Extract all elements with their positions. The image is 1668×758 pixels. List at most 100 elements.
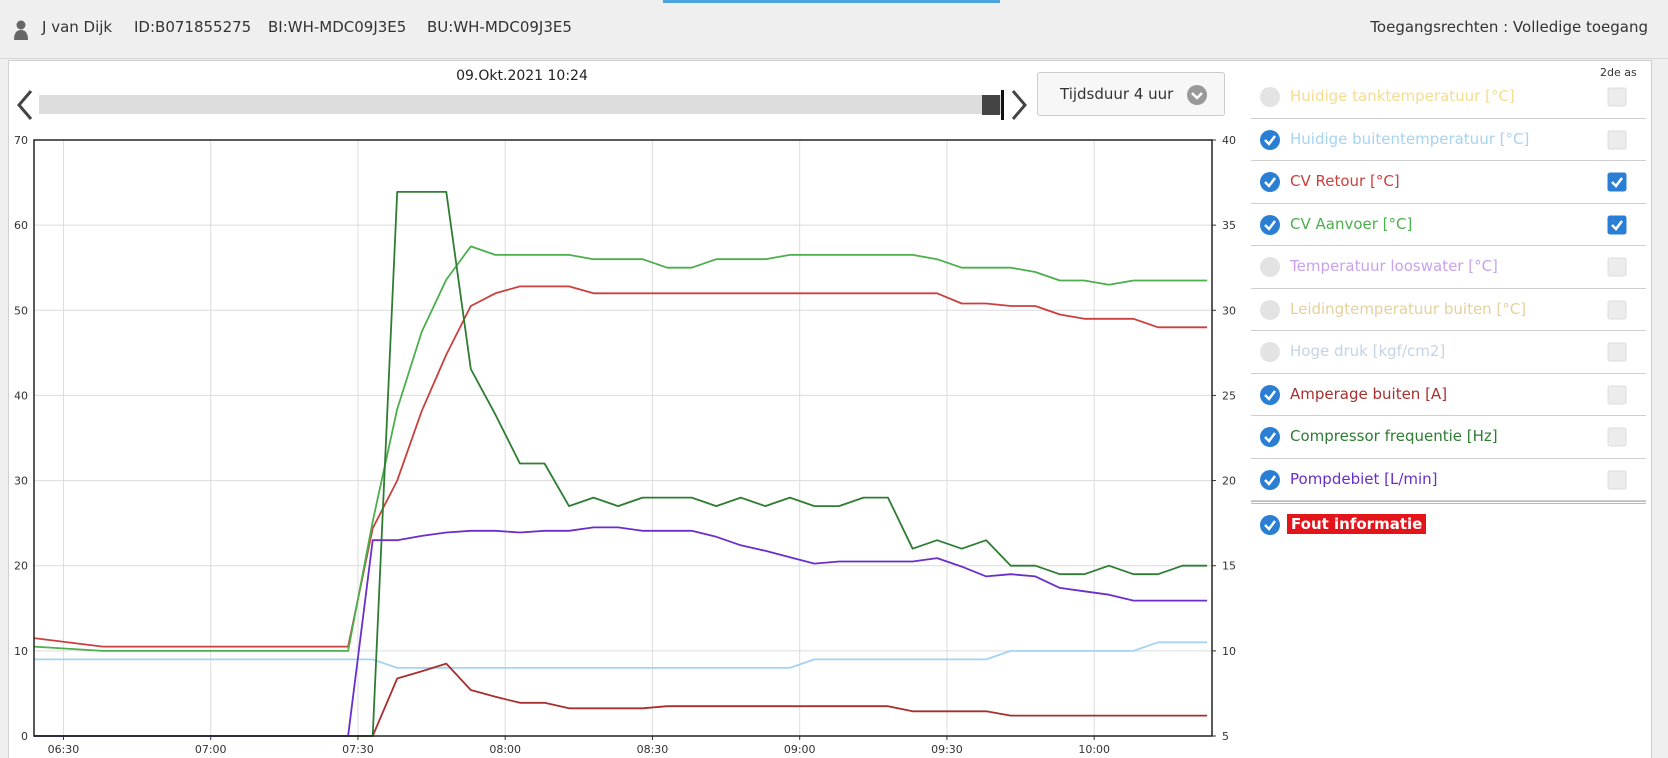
user-name: J van Dijk (42, 18, 113, 36)
checkbox-box (1607, 172, 1627, 192)
dropdown-icon (1187, 85, 1207, 105)
duration-dropdown[interactable]: Tijdsduur 4 uur (1037, 72, 1225, 116)
y2-tick-label: 40 (1222, 134, 1236, 147)
icon-circle (1260, 257, 1280, 277)
checkbox-box (1607, 87, 1627, 107)
checkbox-box (1607, 300, 1627, 319)
legend-label: Pompdebiet [L/min] (1290, 469, 1438, 488)
unchecked-icon[interactable] (1259, 299, 1281, 321)
icon-circle (1260, 469, 1280, 490)
duration-label: Tijdsduur 4 uur (1060, 85, 1174, 103)
second-axis-checkbox[interactable] (1607, 87, 1627, 107)
second-axis-checkbox[interactable] (1607, 172, 1627, 192)
x-tick-label: 06:30 (48, 743, 80, 756)
second-axis-header: 2de as (1600, 66, 1637, 79)
icon-circle (1260, 87, 1280, 107)
y2-tick-label: 20 (1222, 475, 1236, 488)
second-axis-checkbox[interactable] (1607, 342, 1627, 362)
legend-item[interactable]: Huidige buitentemperatuur [°C] (1251, 119, 1646, 161)
legend-label: Leidingtemperatuur buiten [°C] (1290, 299, 1527, 318)
series-line (34, 526, 1208, 737)
legend-label: CV Aanvoer [°C] (1290, 214, 1413, 233)
y-tick-label: 10 (14, 645, 28, 658)
plot-area (34, 140, 1212, 736)
slider-end (1001, 90, 1004, 120)
legend-item[interactable]: Leidingtemperatuur buiten [°C] (1251, 289, 1646, 331)
icon-check (1264, 177, 1276, 188)
legend-item[interactable]: CV Aanvoer [°C] (1251, 204, 1646, 246)
x-tick-label: 08:30 (637, 743, 669, 756)
legend-item[interactable]: Compressor frequentie [Hz] (1251, 416, 1646, 459)
icon-circle (1260, 384, 1280, 405)
legend-item[interactable]: Hoge druk [kgf/cm2] (1251, 331, 1646, 374)
icon-check (1264, 520, 1276, 531)
y2-tick-label: 5 (1222, 730, 1229, 743)
checked-icon[interactable] (1259, 514, 1281, 536)
chart: 0 10 20 30 40 50 60 70 5 10 15 20 25 30 35 40 06:30 07:00… (14, 134, 1236, 756)
checkbox-box (1607, 130, 1627, 149)
icon-circle (1260, 299, 1280, 320)
slider-handle[interactable] (982, 95, 1000, 115)
second-axis-checkbox[interactable] (1607, 385, 1627, 405)
legend-label: Amperage buiten [A] (1290, 384, 1448, 403)
indoor-unit: BI:WH-MDC09J3E5 (268, 18, 407, 36)
outdoor-unit: BU:WH-MDC09J3E5 (427, 18, 572, 36)
unchecked-icon[interactable] (1259, 341, 1281, 363)
y-tick-label: 50 (14, 304, 28, 317)
unchecked-icon[interactable] (1259, 256, 1281, 278)
checkbox-check (1611, 177, 1623, 188)
legend-item[interactable]: Huidige tanktemperatuur [°C] (1251, 76, 1646, 119)
icon-circle (1260, 515, 1280, 535)
x-tick-label: 10:00 (1078, 743, 1110, 756)
series-line (34, 662, 1208, 737)
legend-label: Hoge druk [kgf/cm2] (1290, 342, 1446, 360)
legend-item[interactable]: CV Retour [°C] (1251, 161, 1646, 204)
unchecked-icon[interactable] (1259, 86, 1281, 108)
icon-check (1264, 474, 1276, 486)
user-icon (14, 20, 28, 40)
legend-label: Compressor frequentie [Hz] (1290, 427, 1498, 445)
y2-tick-label: 35 (1222, 219, 1236, 232)
checked-icon[interactable] (1259, 214, 1281, 236)
fault-item[interactable]: Fout informatie (1251, 501, 1646, 545)
second-axis-checkbox[interactable] (1607, 215, 1627, 235)
y2-tick-label: 10 (1222, 645, 1236, 658)
legend: Huidige tanktemperatuur [°C] Huidige buit… (1251, 76, 1646, 545)
series-line (34, 191, 1208, 737)
icon-check (1264, 134, 1276, 146)
second-axis-checkbox[interactable] (1607, 470, 1627, 490)
x-tick-label: 08:00 (489, 743, 521, 756)
top-bar (0, 0, 1668, 59)
legend-item[interactable]: Amperage buiten [A] (1251, 374, 1646, 416)
checked-icon[interactable] (1259, 426, 1281, 448)
y-tick-label: 40 (14, 389, 28, 402)
checkbox-box (1607, 470, 1627, 489)
previous-button[interactable] (14, 88, 36, 122)
checkbox-box (1607, 215, 1627, 234)
legend-item[interactable]: Temperatuur looswater [°C] (1251, 246, 1646, 289)
series-line (33, 245, 1208, 652)
second-axis-checkbox[interactable] (1607, 130, 1627, 150)
y2-tick-label: 25 (1222, 389, 1236, 402)
checked-icon[interactable] (1259, 469, 1281, 491)
icon-circle (1260, 342, 1280, 362)
y2-tick-label: 30 (1222, 304, 1236, 317)
x-tick-label: 07:00 (195, 743, 227, 756)
second-axis-checkbox[interactable] (1607, 300, 1627, 320)
checkbox-box (1607, 427, 1627, 447)
checked-icon[interactable] (1259, 171, 1281, 193)
timeline-slider[interactable] (39, 95, 1003, 114)
checked-icon[interactable] (1259, 129, 1281, 151)
legend-label: Huidige buitentemperatuur [°C] (1290, 129, 1530, 148)
legend-item[interactable]: Pompdebiet [L/min] (1251, 459, 1646, 501)
second-axis-checkbox[interactable] (1607, 427, 1627, 447)
fault-label: Fout informatie (1287, 514, 1427, 534)
icon-check (1264, 432, 1276, 443)
y-tick-label: 0 (21, 730, 28, 743)
checked-icon[interactable] (1259, 384, 1281, 406)
device-id: ID:B071855275 (134, 18, 252, 36)
second-axis-checkbox[interactable] (1607, 257, 1627, 277)
active-tab-indicator (663, 0, 1000, 3)
next-button[interactable] (1008, 88, 1030, 122)
